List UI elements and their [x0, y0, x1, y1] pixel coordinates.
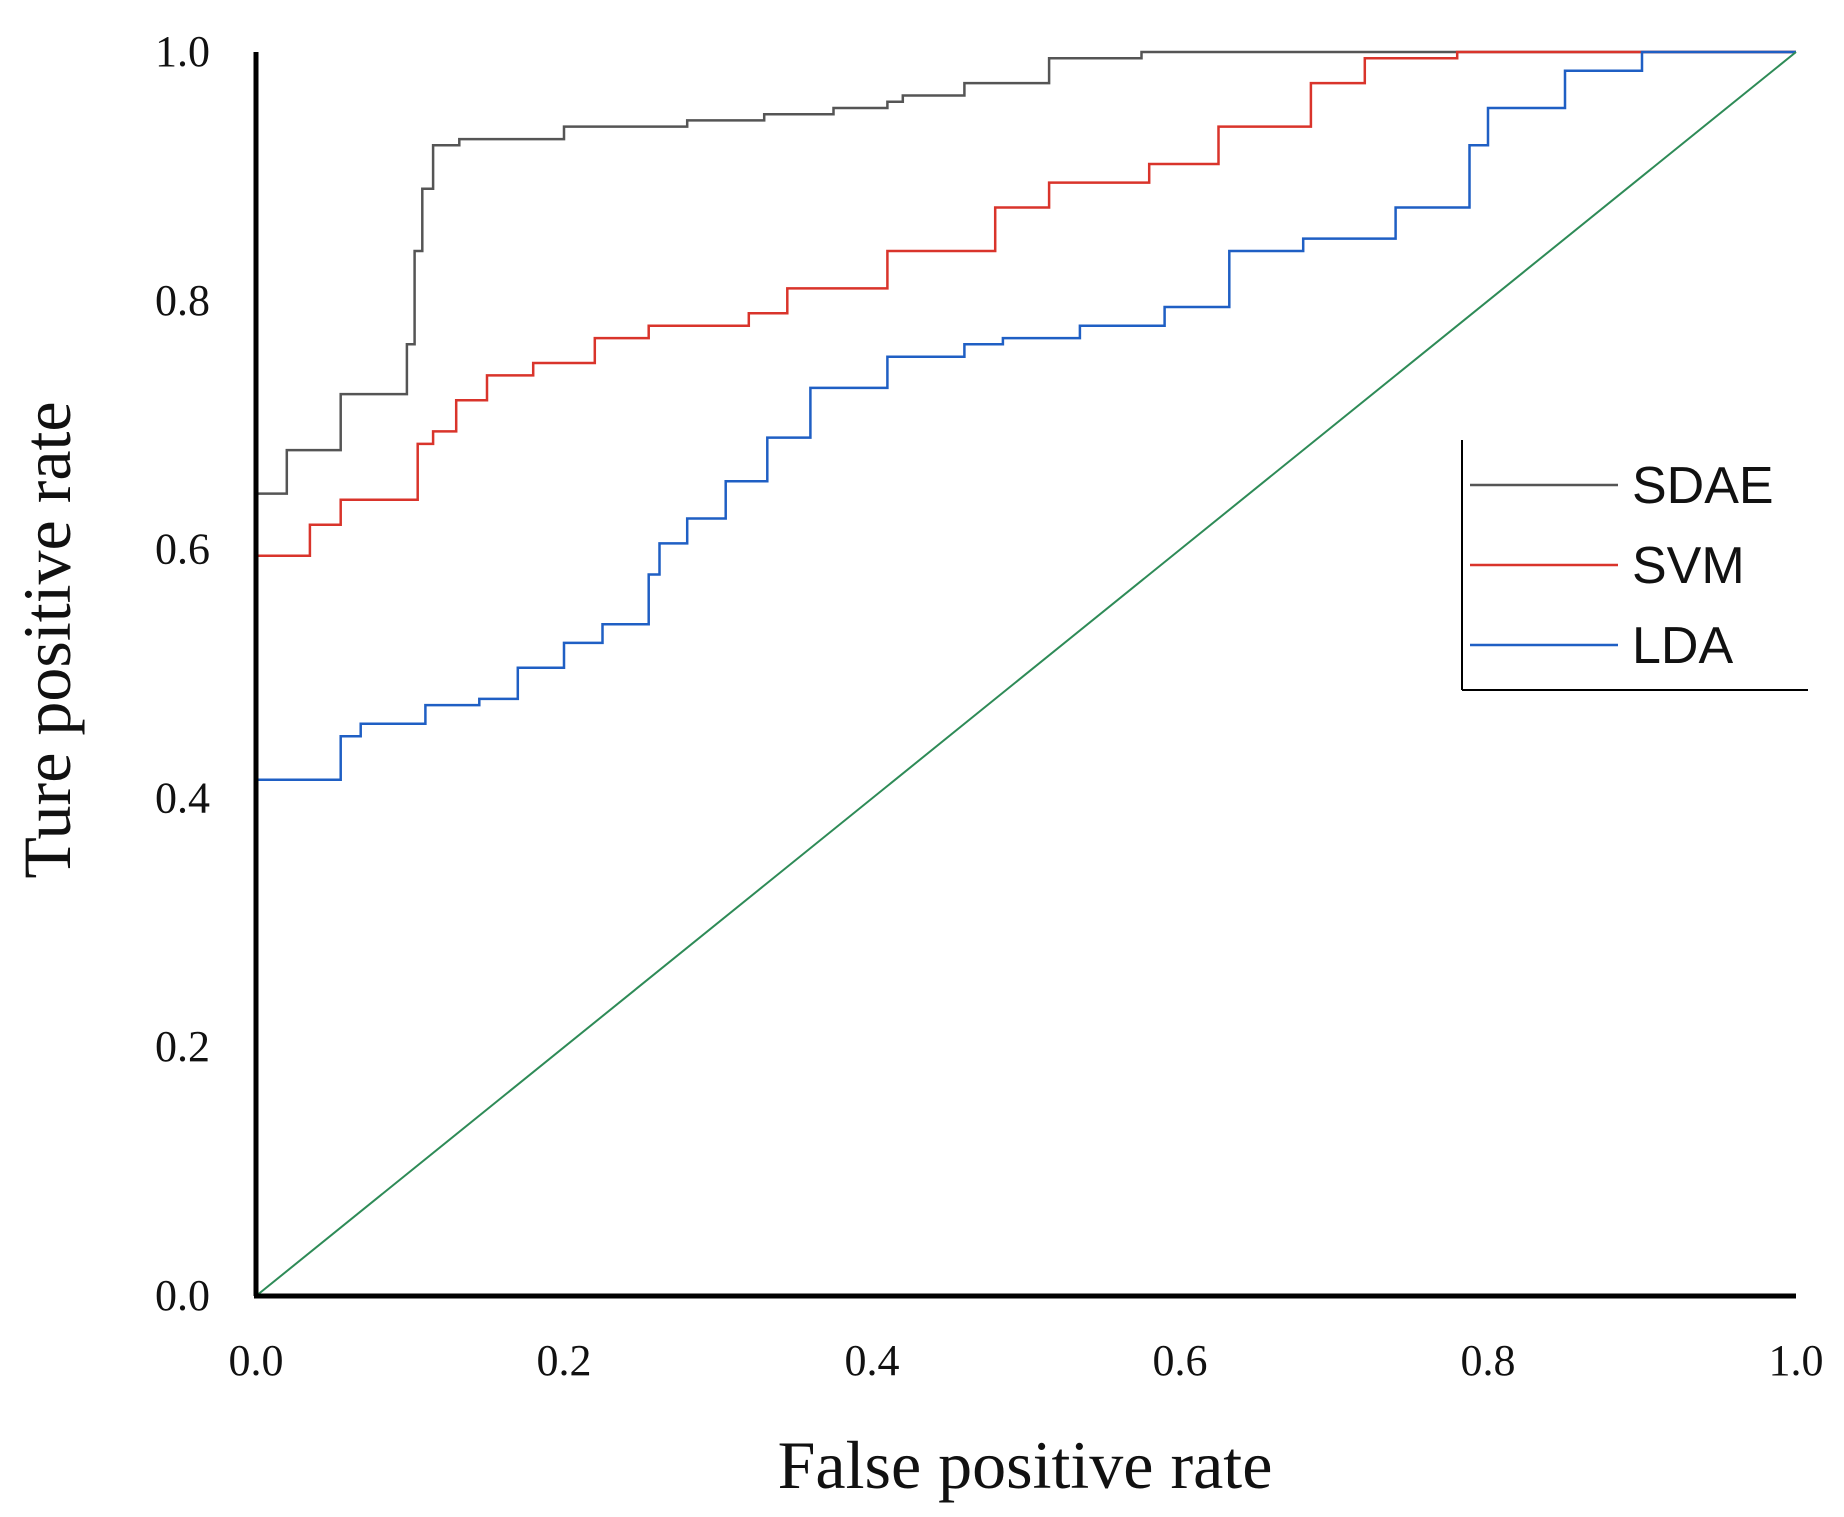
diagonal-reference-line: [255, 51, 1797, 1297]
x-axis-title: False positive rate: [778, 1427, 1273, 1503]
legend-label-lda: LDA: [1632, 617, 1733, 675]
y-axis-title: Ture positive rate: [9, 401, 85, 878]
y-tick-label: 0.2: [155, 1022, 210, 1071]
x-tick-label: 0.6: [1153, 1336, 1208, 1385]
x-tick-label: 0.0: [229, 1336, 284, 1385]
y-tick-label: 0.8: [155, 276, 210, 325]
series-line-sdae: [256, 50, 1796, 495]
y-tick-labels: 0.0 0.2 0.4 0.6 0.8 1.0: [155, 27, 210, 1320]
x-tick-label: 0.4: [845, 1336, 900, 1385]
x-tick-label: 0.8: [1461, 1336, 1516, 1385]
y-tick-label: 0.0: [155, 1271, 210, 1320]
x-tick-label: 0.2: [537, 1336, 592, 1385]
y-tick-label: 0.4: [155, 773, 210, 822]
legend: SDAE SVM LDA: [1461, 440, 1808, 691]
series-line-svm: [256, 50, 1796, 558]
legend-label-svm: SVM: [1632, 537, 1745, 595]
x-tick-labels: 0.0 0.2 0.4 0.6 0.8 1.0: [229, 1336, 1824, 1385]
legend-label-sdae: SDAE: [1632, 457, 1774, 515]
plot-area: [255, 50, 1797, 1297]
y-tick-label: 1.0: [155, 27, 210, 76]
y-tick-label: 0.6: [155, 525, 210, 574]
x-tick-label: 1.0: [1769, 1336, 1824, 1385]
series-line-lda: [256, 50, 1796, 781]
